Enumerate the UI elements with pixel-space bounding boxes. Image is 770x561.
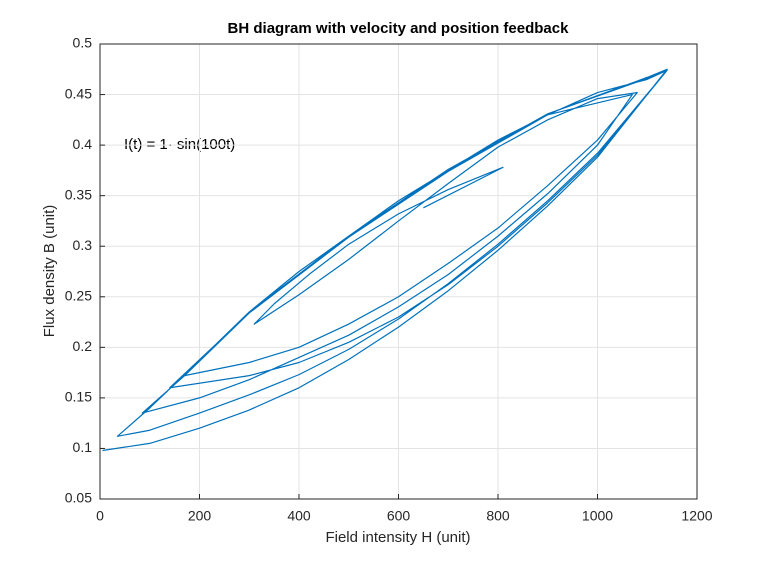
x-tick-label: 400: [287, 508, 311, 524]
plot-frame: [99, 43, 698, 500]
x-tick-label: 600: [387, 508, 411, 524]
y-tick-label: 0.45: [65, 85, 92, 101]
y-tick-label: 0.25: [65, 287, 92, 303]
y-tick-label: 0.05: [65, 490, 92, 506]
y-tick-label: 0.2: [73, 338, 93, 354]
data-line: [102, 68, 668, 452]
x-tick-label: 1000: [582, 508, 613, 524]
y-tick-label: 0.5: [73, 35, 93, 51]
x-tick-label: 800: [486, 508, 510, 524]
x-tick-label: 200: [188, 508, 212, 524]
y-tick-label: 0.1: [73, 439, 93, 455]
y-tick-label: 0.4: [73, 136, 93, 152]
annotation: I(t) = 1· sin(100t): [124, 136, 235, 153]
chart-title: BH diagram with velocity and position fe…: [228, 20, 570, 37]
y-axis-label: Flux density B (unit): [41, 205, 58, 338]
x-axis-label: Field intensity H (unit): [325, 529, 470, 546]
x-tick-label: 0: [96, 508, 104, 524]
x-tick-label: 1200: [681, 508, 712, 524]
y-tick-label: 0.3: [73, 237, 93, 253]
y-tick-label: 0.15: [65, 389, 92, 405]
y-tick-label: 0.35: [65, 186, 92, 202]
